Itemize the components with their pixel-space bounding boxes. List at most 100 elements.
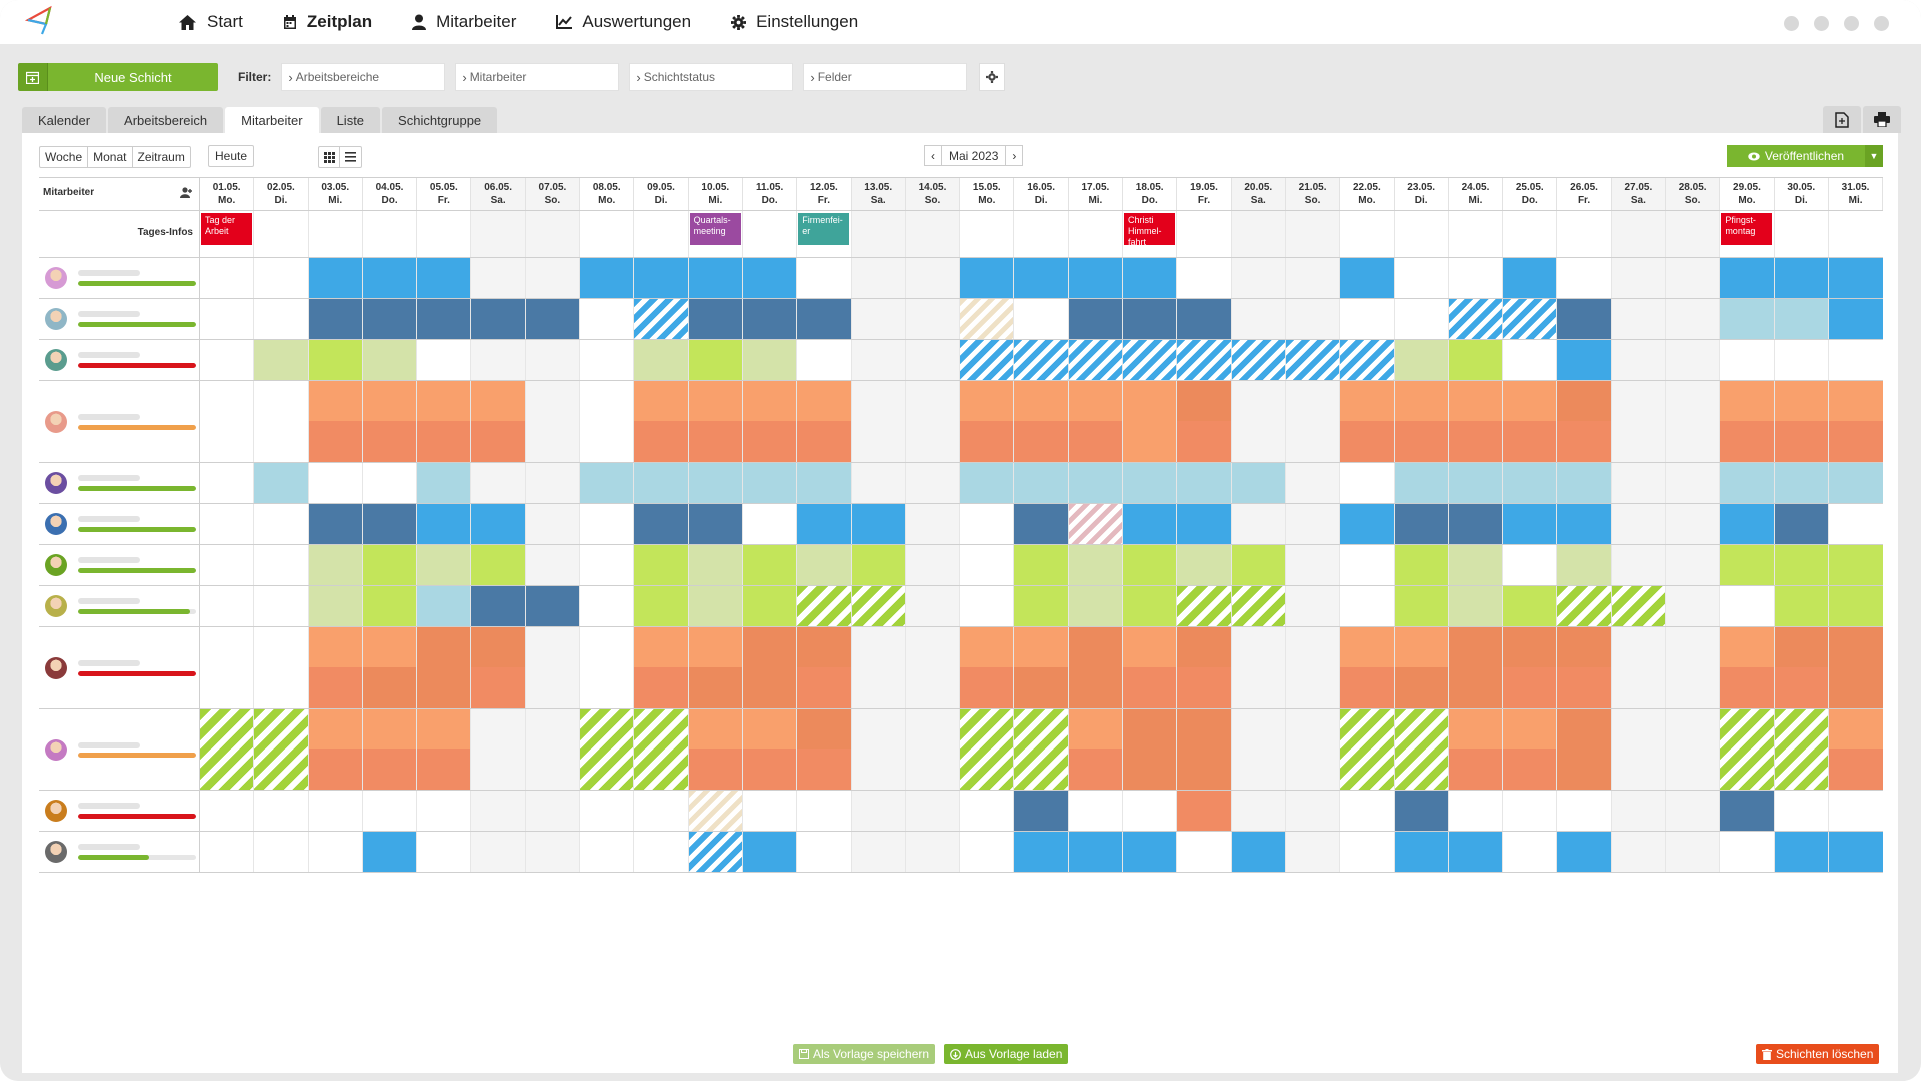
schedule-cell[interactable] [851, 340, 906, 380]
schedule-cell[interactable] [1394, 504, 1449, 544]
shift-block[interactable] [1177, 749, 1231, 790]
shift-block[interactable] [1557, 299, 1611, 339]
schedule-cell[interactable] [308, 586, 363, 626]
schedule-cell[interactable] [1177, 832, 1232, 872]
shift-block[interactable] [1340, 504, 1394, 544]
shift-block[interactable] [308, 421, 362, 462]
shift-block[interactable] [580, 463, 634, 503]
day-info-cell[interactable] [1503, 211, 1558, 257]
shift-block[interactable] [1503, 586, 1557, 626]
shift-block[interactable] [742, 667, 797, 708]
shift-block[interactable] [1014, 667, 1068, 708]
add-user-icon[interactable] [180, 187, 193, 198]
day-event[interactable]: Christi Himmel-fahrt [1124, 213, 1176, 245]
schedule-cell[interactable] [634, 627, 689, 708]
schedule-cell[interactable] [851, 504, 906, 544]
schedule-cell[interactable] [1177, 586, 1232, 626]
schedule-cell[interactable] [1177, 258, 1232, 298]
schedule-cell[interactable] [1177, 381, 1232, 462]
shift-block[interactable] [1068, 463, 1123, 503]
day-info-cell[interactable] [309, 211, 363, 257]
schedule-cell[interactable] [851, 545, 906, 585]
shift-block[interactable] [1557, 627, 1611, 667]
schedule-cell[interactable] [1014, 627, 1069, 708]
schedule-cell[interactable] [1666, 832, 1721, 872]
schedule-cell[interactable] [1177, 545, 1232, 585]
window-dot[interactable] [1814, 16, 1829, 31]
shift-block[interactable] [1828, 749, 1884, 790]
shift-block[interactable] [1394, 832, 1448, 872]
shift-block[interactable] [1448, 340, 1503, 380]
tab-schichtgruppe[interactable]: Schichtgruppe [382, 107, 498, 133]
shift-block[interactable] [688, 586, 742, 626]
nav-auswertungen[interactable]: Auswertungen [556, 12, 691, 32]
schedule-cell[interactable] [1775, 791, 1829, 831]
shift-block[interactable] [1503, 667, 1557, 708]
shift-block[interactable] [797, 749, 851, 790]
schedule-cell[interactable] [1231, 586, 1286, 626]
shift-block[interactable] [1557, 709, 1611, 749]
schedule-cell[interactable] [525, 586, 581, 626]
shift-block[interactable] [1557, 586, 1611, 626]
shift-block[interactable] [254, 749, 308, 790]
shift-block[interactable] [1231, 340, 1285, 380]
schedule-cell[interactable] [1828, 832, 1884, 872]
tab-liste[interactable]: Liste [320, 107, 381, 133]
schedule-cell[interactable] [1340, 545, 1395, 585]
schedule-cell[interactable] [1285, 463, 1341, 503]
schedule-cell[interactable] [1231, 381, 1286, 462]
shift-block[interactable] [1014, 627, 1068, 667]
shift-block[interactable] [1123, 627, 1177, 667]
schedule-cell[interactable] [960, 586, 1015, 626]
shift-block[interactable] [1394, 667, 1448, 708]
nav-zeitplan[interactable]: Zeitplan [283, 12, 372, 32]
schedule-cell[interactable] [417, 258, 472, 298]
schedule-cell[interactable] [1449, 258, 1504, 298]
schedule-cell[interactable] [1666, 504, 1721, 544]
shift-block[interactable] [1068, 504, 1123, 544]
schedule-cell[interactable] [1177, 299, 1232, 339]
schedule-cell[interactable] [1557, 299, 1612, 339]
schedule-cell[interactable] [688, 709, 743, 790]
schedule-cell[interactable] [1394, 340, 1449, 380]
shift-block[interactable] [471, 586, 525, 626]
schedule-cell[interactable] [1231, 791, 1286, 831]
schedule-cell[interactable] [1014, 545, 1069, 585]
export-pdf-button[interactable] [1823, 106, 1861, 133]
shift-block[interactable] [1448, 421, 1503, 462]
schedule-cell[interactable] [1231, 545, 1286, 585]
day-info-cell[interactable] [1285, 211, 1341, 257]
schedule-cell[interactable] [1068, 340, 1124, 380]
day-event[interactable]: Quartals-meeting [689, 213, 741, 245]
schedule-cell[interactable] [1720, 627, 1775, 708]
shift-block[interactable] [1720, 749, 1774, 790]
shift-block[interactable] [688, 504, 742, 544]
publish-dropdown-button[interactable]: ▼ [1865, 145, 1883, 167]
shift-block[interactable] [634, 586, 688, 626]
shift-block[interactable] [1611, 586, 1666, 626]
shift-block[interactable] [1014, 463, 1068, 503]
shift-block[interactable] [362, 749, 417, 790]
schedule-cell[interactable] [1231, 709, 1286, 790]
day-info-cell[interactable] [1611, 211, 1667, 257]
schedule-cell[interactable] [1774, 627, 1829, 708]
shift-block[interactable] [851, 545, 905, 585]
day-info-cell[interactable] [363, 211, 418, 257]
day-info-cell[interactable]: Christi Himmel-fahrt [1123, 211, 1178, 257]
schedule-cell[interactable] [960, 258, 1015, 298]
schedule-cell[interactable] [797, 627, 852, 708]
schedule-cell[interactable] [905, 299, 961, 339]
schedule-cell[interactable] [1666, 463, 1721, 503]
schedule-cell[interactable] [471, 381, 526, 462]
schedule-cell[interactable] [960, 791, 1015, 831]
day-info-cell[interactable] [905, 211, 961, 257]
schedule-cell[interactable] [363, 463, 418, 503]
schedule-cell[interactable] [1014, 709, 1069, 790]
schedule-cell[interactable] [580, 545, 635, 585]
schedule-cell[interactable] [471, 709, 526, 790]
schedule-cell[interactable] [254, 504, 309, 544]
day-info-cell[interactable] [960, 211, 1015, 257]
shift-block[interactable] [417, 627, 471, 667]
schedule-cell[interactable] [1285, 299, 1341, 339]
schedule-cell[interactable] [1503, 709, 1558, 790]
